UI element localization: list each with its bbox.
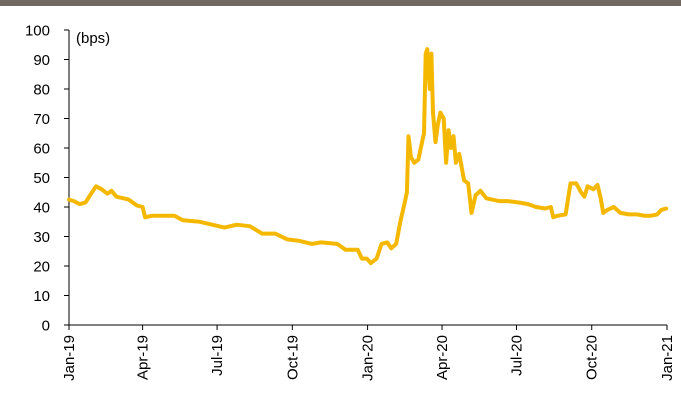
x-tick-label: Jan-19 (61, 335, 78, 381)
y-tick-label: 80 (33, 82, 50, 99)
x-tick-label: Oct-20 (584, 335, 601, 380)
y-tick-label: 90 (33, 52, 50, 69)
top-rule (0, 0, 681, 6)
y-tick-label: 50 (33, 170, 50, 187)
y-tick-label: 20 (33, 259, 50, 276)
x-tick-label: Jan-20 (360, 335, 377, 381)
y-tick-label: 10 (33, 288, 50, 305)
y-tick-label: 60 (33, 141, 50, 158)
y-tick-label: 0 (42, 318, 50, 335)
series-layer (67, 47, 669, 266)
y-axis-ticks: 0 10 20 30 40 50 60 70 80 90 100 (25, 23, 69, 335)
x-axis-ticks: Jan-19 Apr-19 Jul-19 Oct-19 Jan-20 Apr-20 Jul-… (61, 325, 676, 381)
y-tick-label: 100 (25, 23, 50, 40)
x-tick-label: Oct-19 (284, 335, 301, 380)
x-tick-label: Apr-19 (135, 335, 152, 380)
x-tick-label: Apr-20 (434, 335, 451, 380)
x-tick-label: Jul-20 (508, 335, 525, 376)
y-tick-label: 70 (33, 111, 50, 128)
y-tick-label: 30 (33, 229, 50, 246)
y-unit-label: (bps) (76, 30, 110, 47)
series-line (67, 47, 669, 266)
y-tick-label: 40 (33, 200, 50, 217)
x-tick-label: Jan-21 (659, 335, 676, 381)
x-tick-label: Jul-19 (209, 335, 226, 376)
